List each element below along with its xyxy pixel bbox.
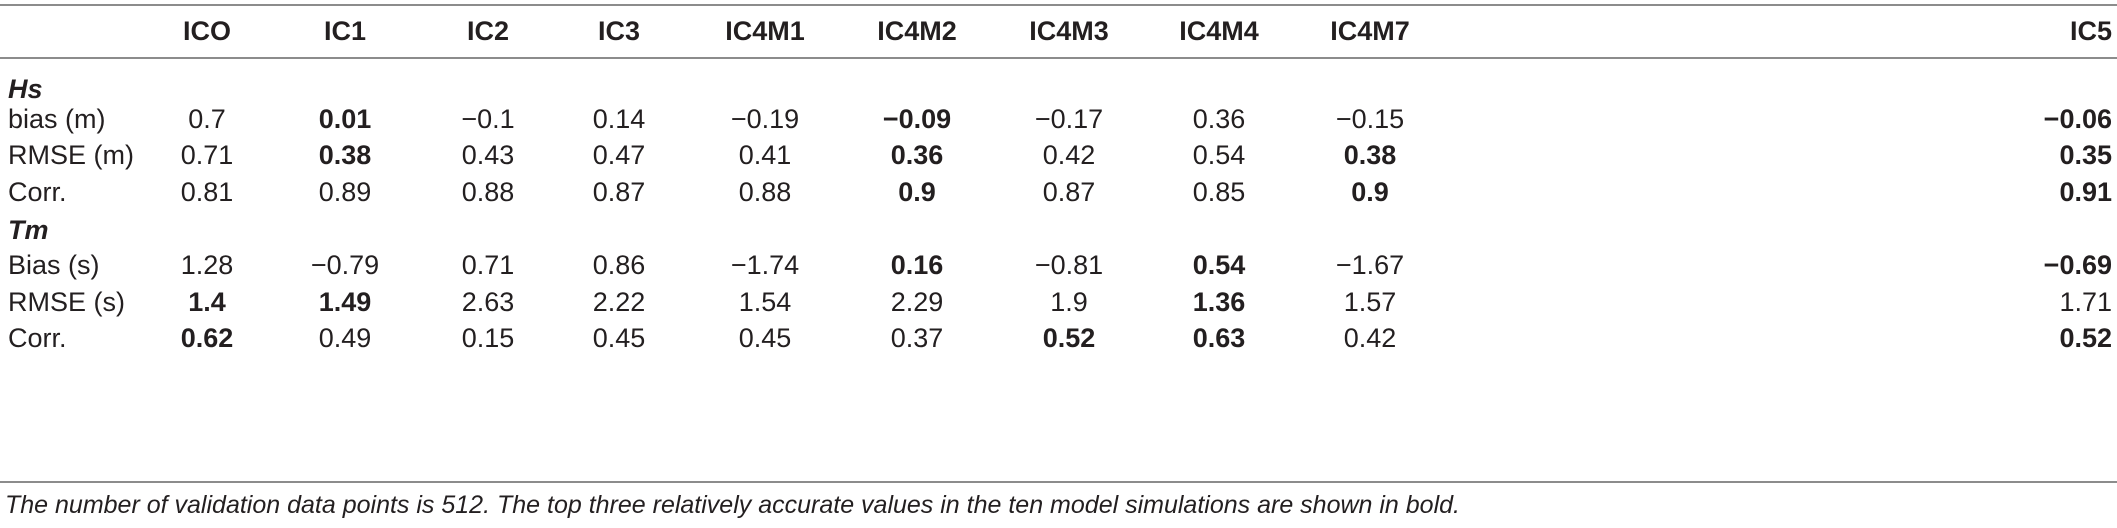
table-cell: −0.69 xyxy=(2043,250,2112,280)
table-header-rule xyxy=(0,57,2117,59)
table-cell: 0.49 xyxy=(318,323,372,353)
table-cell: 1.9 xyxy=(1050,287,1088,317)
table-cell: 1.4 xyxy=(188,287,226,317)
table-cell: 1.28 xyxy=(180,250,234,280)
column-header: IC4M4 xyxy=(1179,16,1259,46)
table-cell: 0.89 xyxy=(318,177,372,207)
table-cell: 0.52 xyxy=(1042,323,1096,353)
table-cell: 0.81 xyxy=(180,177,234,207)
table-cell: −0.09 xyxy=(882,104,952,134)
column-header: IC4M3 xyxy=(1029,16,1109,46)
row-label: Bias (s) xyxy=(8,250,100,280)
column-header: ICO xyxy=(182,16,232,46)
section-label: Hs xyxy=(8,74,43,104)
column-header: IC1 xyxy=(323,16,367,46)
column-header: IC4M1 xyxy=(725,16,805,46)
row-label: RMSE (m) xyxy=(8,140,134,170)
table-cell: −0.1 xyxy=(461,104,515,134)
table-cell: 2.29 xyxy=(890,287,944,317)
section-header-row: Tm xyxy=(0,210,2117,250)
table-cell: 0.85 xyxy=(1192,177,1246,207)
section-header-row: Hs xyxy=(0,69,2117,109)
table-cell: −0.17 xyxy=(1034,104,1104,134)
table-cell: 2.63 xyxy=(461,287,515,317)
table-cell: 0.15 xyxy=(461,323,515,353)
table-cell: 0.9 xyxy=(898,177,936,207)
table-cell: 0.88 xyxy=(461,177,515,207)
table-cell: −0.06 xyxy=(2043,104,2112,134)
table-cell: 0.35 xyxy=(2059,140,2112,170)
table-row: bias (m) 0.7 0.01 −0.1 0.14 −0.19 −0.09 −0.17 0.… xyxy=(0,99,2117,139)
table-cell: 0.36 xyxy=(1192,104,1246,134)
table-cell: 0.54 xyxy=(1192,250,1246,280)
table-cell: 0.14 xyxy=(592,104,646,134)
table-row: Corr. 0.62 0.49 0.15 0.45 0.45 0.37 0.52 0.63 0.4… xyxy=(0,318,2117,358)
table-cell: 0.52 xyxy=(2059,323,2112,353)
table-cell: −0.19 xyxy=(730,104,800,134)
table-row: Bias (s) 1.28 −0.79 0.71 0.86 −1.74 0.16 −0.81 0… xyxy=(0,245,2117,285)
column-header: IC3 xyxy=(597,16,641,46)
table-cell: 2.22 xyxy=(592,287,646,317)
table-cell: 0.63 xyxy=(1192,323,1246,353)
table-cell: 0.9 xyxy=(1351,177,1389,207)
table-cell: 0.36 xyxy=(890,140,944,170)
table-cell: −0.15 xyxy=(1335,104,1405,134)
section-label: Tm xyxy=(8,215,49,245)
table-cell: 0.16 xyxy=(890,250,944,280)
table-cell: 0.38 xyxy=(1343,140,1397,170)
table-bottom-rule xyxy=(0,481,2117,483)
column-header: IC5 xyxy=(2069,16,2112,46)
table-cell: −0.79 xyxy=(310,250,380,280)
table-cell: 1.49 xyxy=(318,287,372,317)
column-header: IC4M7 xyxy=(1330,16,1410,46)
table-cell: 0.71 xyxy=(461,250,515,280)
table-top-rule xyxy=(0,4,2117,6)
row-label: Corr. xyxy=(8,323,67,353)
table-footnote: The number of validation data points is … xyxy=(5,491,1460,519)
table-cell: 1.36 xyxy=(1192,287,1246,317)
table-cell: 1.54 xyxy=(738,287,792,317)
table-cell: 0.42 xyxy=(1042,140,1096,170)
row-label: bias (m) xyxy=(8,104,106,134)
table-cell: 0.37 xyxy=(890,323,944,353)
table-cell: −1.74 xyxy=(730,250,800,280)
table-row: RMSE (s) 1.4 1.49 2.63 2.22 1.54 2.29 1.9 1.36 1.… xyxy=(0,282,2117,322)
row-label: RMSE (s) xyxy=(8,287,125,317)
table-cell: 0.54 xyxy=(1192,140,1246,170)
table-cell: 0.41 xyxy=(738,140,792,170)
table-cell: 0.71 xyxy=(180,140,234,170)
table-header-row: ICO IC1 IC2 IC3 IC4M1 IC4M2 IC4M3 IC4M4 IC4M7 IC5 xyxy=(0,11,2117,51)
table-cell: −0.81 xyxy=(1034,250,1104,280)
table-cell: 0.86 xyxy=(592,250,646,280)
table-cell: 0.7 xyxy=(188,104,226,134)
table-cell: 0.45 xyxy=(592,323,646,353)
row-label: Corr. xyxy=(8,177,67,207)
table-cell: 0.62 xyxy=(180,323,234,353)
table-cell: 0.91 xyxy=(2059,177,2112,207)
table-cell: 0.42 xyxy=(1343,323,1397,353)
table-cell: 0.87 xyxy=(592,177,646,207)
table-cell: 0.38 xyxy=(318,140,372,170)
table-cell: 0.88 xyxy=(738,177,792,207)
table-row: RMSE (m) 0.71 0.38 0.43 0.47 0.41 0.36 0.42 0.54… xyxy=(0,135,2117,175)
table-cell: 0.45 xyxy=(738,323,792,353)
column-header: IC4M2 xyxy=(877,16,957,46)
table-cell: 0.01 xyxy=(318,104,372,134)
table-cell: 0.47 xyxy=(592,140,646,170)
column-header: IC2 xyxy=(466,16,510,46)
table-cell: 1.71 xyxy=(2059,287,2112,317)
table-cell: 1.57 xyxy=(1343,287,1397,317)
table-cell: −1.67 xyxy=(1335,250,1405,280)
table-row: Corr. 0.81 0.89 0.88 0.87 0.88 0.9 0.87 0.85 0.9 0… xyxy=(0,172,2117,212)
table-cell: 0.87 xyxy=(1042,177,1096,207)
table-cell: 0.43 xyxy=(461,140,515,170)
